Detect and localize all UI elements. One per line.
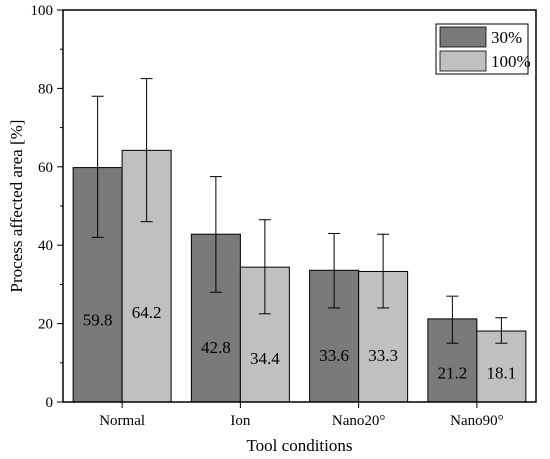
y-tick-label-40: 40 <box>38 238 53 254</box>
legend-label-100pct: 100% <box>491 52 531 71</box>
data-label-Normal-100%: 64.2 <box>132 303 162 322</box>
legend-swatch-30pct <box>439 26 487 48</box>
x-tick-label-Nano20°: Nano20° <box>332 413 386 429</box>
axes-layer: Normal Ion Nano20° Nano90° 0 20 40 60 80 100 <box>31 3 504 429</box>
legend-label-30pct: 30% <box>491 28 522 47</box>
y-tick-label-60: 60 <box>38 160 53 176</box>
legend: 30% 100% <box>435 23 531 75</box>
data-label-Ion-100%: 34.4 <box>250 349 280 368</box>
error-bars-layer <box>91 78 508 344</box>
y-tick-label-20: 20 <box>38 317 53 333</box>
x-tick-label-Normal: Normal <box>99 413 145 429</box>
y-axis-title: Process affected area [%] <box>7 120 26 293</box>
x-tick-label-Nano90°: Nano90° <box>450 413 504 429</box>
data-label-Ion-30%: 42.8 <box>201 338 231 357</box>
y-tick-label-0: 0 <box>46 395 54 411</box>
x-axis-title: Tool conditions <box>246 436 352 455</box>
data-label-Nano90°-100%: 18.1 <box>487 364 517 383</box>
y-tick-label-80: 80 <box>38 81 53 97</box>
data-label-Nano90°-30%: 21.2 <box>438 364 468 383</box>
data-label-Nano20°-30%: 33.6 <box>319 346 349 365</box>
data-label-Nano20°-100%: 33.3 <box>368 346 398 365</box>
x-tick-label-Ion: Ion <box>230 413 250 429</box>
data-labels-layer: 59.8 64.2 42.8 34.4 33.6 33.3 21.2 18.1 <box>83 303 517 383</box>
y-tick-label-100: 100 <box>31 3 54 19</box>
legend-swatch-100pct <box>439 50 487 72</box>
data-label-Normal-30%: 59.8 <box>83 311 113 330</box>
